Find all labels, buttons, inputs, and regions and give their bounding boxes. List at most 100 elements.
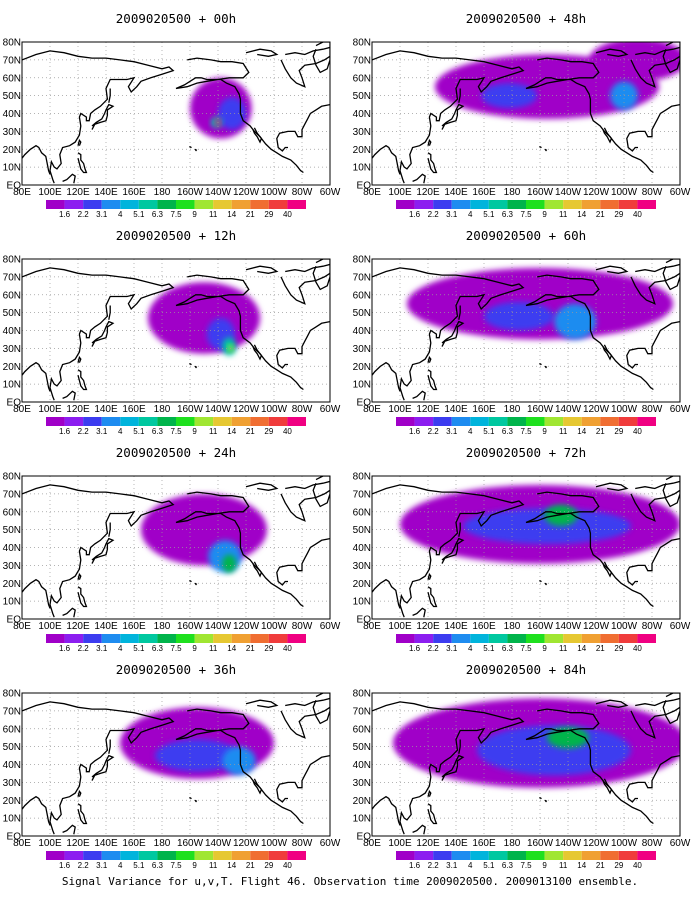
legend-label: 9 xyxy=(192,210,197,219)
coastline xyxy=(630,272,680,305)
latitude-label: EQ xyxy=(7,398,22,409)
variance-contour xyxy=(544,504,578,527)
latitude-label: 50N xyxy=(353,742,371,753)
latitude-label: 50N xyxy=(3,91,21,102)
coastline xyxy=(372,701,525,835)
coastline xyxy=(427,152,438,174)
latitude-label: 80N xyxy=(353,472,371,483)
coastline xyxy=(312,693,330,725)
longitude-label: 60W xyxy=(670,187,691,198)
coastline xyxy=(630,489,680,522)
variance-contour xyxy=(477,725,631,776)
longitude-label: 60W xyxy=(670,621,691,632)
longitude-label: 180 xyxy=(154,187,171,198)
variance-field xyxy=(435,42,680,119)
coastlines xyxy=(372,42,680,184)
coastline xyxy=(662,693,680,725)
coastline xyxy=(595,699,629,708)
coastline xyxy=(626,103,680,152)
legend-swatch xyxy=(526,417,545,426)
latitude-label: 10N xyxy=(3,380,21,391)
longitude-label: 120E xyxy=(416,621,440,632)
legend-swatch xyxy=(231,200,251,209)
legend-label: 9 xyxy=(542,644,547,653)
map-frame xyxy=(371,692,681,837)
legend-swatch xyxy=(176,417,195,426)
map-gridlines xyxy=(372,259,680,402)
longitude-label: 80W xyxy=(642,404,663,415)
latitude-label: 40N xyxy=(3,109,21,120)
coastline xyxy=(77,369,88,391)
latitude-label: 80N xyxy=(3,472,21,483)
legend-label: 1.6 xyxy=(59,427,71,436)
legend-swatch xyxy=(176,634,195,643)
coastline xyxy=(662,42,680,74)
longitude-label: 180 xyxy=(504,838,521,849)
longitude-label: 180 xyxy=(504,404,521,415)
legend-swatch xyxy=(120,200,139,209)
legend-swatch xyxy=(157,417,176,426)
longitude-label: 120W xyxy=(233,621,260,632)
longitude-label: 100E xyxy=(38,404,62,415)
map-gridlines xyxy=(372,693,680,836)
legend-swatch xyxy=(250,200,269,209)
coastline xyxy=(194,365,198,369)
legend-label: 5.1 xyxy=(133,210,145,219)
panel-grid: 2009020500 + 00h EQ 10N 20N 30N 40N 50N 60N 70N 8… xyxy=(3,11,691,870)
coastline xyxy=(602,561,613,578)
legend-label: 29 xyxy=(264,644,273,653)
latitude-label: 80N xyxy=(3,689,21,700)
latitude-label: 10N xyxy=(353,380,371,391)
latitude-label: 60N xyxy=(353,73,371,84)
longitude-label: 160E xyxy=(472,621,496,632)
longitude-label: 180 xyxy=(154,404,171,415)
legend-swatch xyxy=(120,851,139,860)
legend-swatch xyxy=(488,200,508,209)
variance-field xyxy=(120,707,274,779)
longitude-label: 120E xyxy=(66,404,90,415)
latitude-label: 70N xyxy=(353,55,371,66)
legend-swatch xyxy=(64,634,84,643)
legend-label: 14 xyxy=(577,861,586,870)
latitude-label: 40N xyxy=(353,326,371,337)
panel-title: 2009020500 + 48h xyxy=(466,11,586,26)
legend-swatch xyxy=(101,851,121,860)
map-gridlines xyxy=(22,259,330,402)
coastline xyxy=(458,522,461,537)
longitude-label: 160W xyxy=(177,838,204,849)
map-panel: 2009020500 + 12h EQ 10N 20N 30N 40N 50N 60N 70N 8… xyxy=(3,228,341,436)
map-frame xyxy=(371,258,681,403)
longitude-label: 140E xyxy=(94,621,118,632)
legend-swatch xyxy=(581,417,601,426)
legend-label: 4 xyxy=(468,427,473,436)
legend-label: 40 xyxy=(283,210,292,219)
longitude-label: 80E xyxy=(363,187,381,198)
latitude-label: 60N xyxy=(3,290,21,301)
latitude-label: 70N xyxy=(3,706,21,717)
legend-label: 29 xyxy=(614,210,623,219)
legend-swatch xyxy=(507,851,526,860)
legend-label: 3.1 xyxy=(446,210,458,219)
longitude-label: 60W xyxy=(320,838,341,849)
latitude-label: 40N xyxy=(3,760,21,771)
latitude-label: 50N xyxy=(353,91,371,102)
legend-label: 40 xyxy=(633,210,642,219)
legend-swatch xyxy=(64,200,84,209)
coastline xyxy=(22,267,175,401)
legend-swatch xyxy=(213,417,232,426)
coastline xyxy=(280,706,330,739)
legend-label: 5.1 xyxy=(483,427,495,436)
longitude-label: 100W xyxy=(611,404,638,415)
legend-label: 6.3 xyxy=(502,861,514,870)
coastline xyxy=(280,55,330,88)
longitude-label: 100E xyxy=(388,838,412,849)
legend-label: 2.2 xyxy=(78,210,90,219)
coastlines xyxy=(22,476,330,618)
coastline xyxy=(372,50,525,184)
legend-label: 29 xyxy=(614,861,623,870)
map-background xyxy=(22,42,330,185)
legend-swatch xyxy=(231,417,251,426)
legend-swatch xyxy=(287,417,306,426)
latitude-label: EQ xyxy=(357,181,372,192)
